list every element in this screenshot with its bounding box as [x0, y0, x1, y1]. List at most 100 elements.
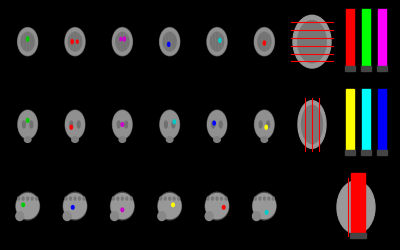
- Ellipse shape: [206, 194, 228, 219]
- Ellipse shape: [207, 28, 227, 56]
- Ellipse shape: [160, 197, 162, 200]
- Ellipse shape: [208, 111, 226, 139]
- Ellipse shape: [213, 122, 216, 126]
- Ellipse shape: [220, 197, 222, 200]
- Ellipse shape: [222, 206, 225, 209]
- Bar: [350, 233, 366, 238]
- Ellipse shape: [168, 43, 170, 47]
- Bar: [378, 10, 386, 70]
- Ellipse shape: [172, 203, 174, 207]
- Ellipse shape: [63, 212, 71, 220]
- Ellipse shape: [207, 111, 227, 139]
- Ellipse shape: [264, 197, 265, 200]
- Bar: [346, 10, 354, 70]
- Ellipse shape: [31, 197, 33, 200]
- Ellipse shape: [123, 38, 126, 42]
- Ellipse shape: [302, 106, 322, 144]
- Ellipse shape: [160, 28, 180, 56]
- Ellipse shape: [22, 203, 24, 207]
- Bar: [377, 67, 387, 71]
- Ellipse shape: [119, 137, 126, 143]
- Ellipse shape: [298, 22, 326, 64]
- Ellipse shape: [65, 28, 85, 56]
- Ellipse shape: [166, 137, 173, 143]
- Ellipse shape: [173, 197, 175, 200]
- Ellipse shape: [254, 197, 256, 200]
- Ellipse shape: [252, 212, 260, 220]
- Ellipse shape: [77, 122, 80, 128]
- Ellipse shape: [172, 122, 175, 128]
- Ellipse shape: [66, 111, 84, 139]
- Ellipse shape: [267, 122, 270, 128]
- Ellipse shape: [160, 111, 180, 139]
- Ellipse shape: [36, 197, 38, 200]
- Ellipse shape: [208, 29, 226, 56]
- Ellipse shape: [173, 120, 176, 124]
- Ellipse shape: [216, 197, 218, 200]
- Ellipse shape: [158, 212, 166, 220]
- Bar: [345, 150, 355, 155]
- Ellipse shape: [212, 197, 214, 200]
- Ellipse shape: [110, 192, 134, 220]
- Ellipse shape: [164, 122, 167, 128]
- Ellipse shape: [112, 197, 114, 200]
- Ellipse shape: [70, 122, 73, 128]
- Ellipse shape: [337, 181, 375, 234]
- Ellipse shape: [21, 33, 34, 52]
- Ellipse shape: [255, 111, 274, 139]
- Ellipse shape: [16, 194, 39, 219]
- Ellipse shape: [74, 197, 76, 200]
- Bar: [377, 150, 387, 155]
- Ellipse shape: [214, 137, 220, 143]
- Ellipse shape: [298, 101, 326, 149]
- Ellipse shape: [16, 212, 24, 220]
- Ellipse shape: [272, 197, 274, 200]
- Ellipse shape: [130, 197, 132, 200]
- Ellipse shape: [255, 29, 274, 56]
- Ellipse shape: [66, 29, 84, 56]
- Ellipse shape: [210, 33, 224, 52]
- Ellipse shape: [169, 197, 170, 200]
- Ellipse shape: [219, 39, 221, 43]
- Ellipse shape: [253, 194, 276, 219]
- Ellipse shape: [121, 123, 124, 127]
- Bar: [362, 90, 370, 154]
- Ellipse shape: [26, 119, 29, 123]
- Ellipse shape: [78, 197, 80, 200]
- Bar: [378, 90, 386, 154]
- Ellipse shape: [70, 197, 72, 200]
- Ellipse shape: [64, 194, 86, 219]
- Ellipse shape: [24, 137, 31, 143]
- Ellipse shape: [22, 197, 24, 200]
- Ellipse shape: [126, 197, 128, 200]
- Bar: [352, 174, 365, 236]
- Ellipse shape: [68, 33, 82, 52]
- Ellipse shape: [30, 122, 33, 128]
- Ellipse shape: [268, 197, 270, 200]
- Ellipse shape: [120, 38, 122, 42]
- Bar: [362, 10, 370, 70]
- Ellipse shape: [76, 41, 78, 44]
- Ellipse shape: [72, 206, 74, 209]
- Bar: [346, 90, 354, 154]
- Ellipse shape: [121, 208, 124, 212]
- Ellipse shape: [265, 211, 268, 214]
- Ellipse shape: [205, 212, 213, 220]
- Ellipse shape: [72, 137, 78, 143]
- Ellipse shape: [18, 111, 38, 139]
- Ellipse shape: [122, 197, 123, 200]
- Ellipse shape: [178, 197, 180, 200]
- Ellipse shape: [225, 197, 227, 200]
- Ellipse shape: [205, 192, 229, 220]
- Ellipse shape: [160, 111, 179, 139]
- Ellipse shape: [259, 122, 262, 128]
- Ellipse shape: [113, 29, 132, 56]
- Ellipse shape: [18, 29, 37, 56]
- Ellipse shape: [70, 126, 72, 130]
- Ellipse shape: [63, 192, 87, 220]
- Ellipse shape: [65, 111, 85, 139]
- Bar: [345, 67, 355, 71]
- Ellipse shape: [116, 33, 129, 52]
- Ellipse shape: [117, 197, 119, 200]
- Ellipse shape: [158, 192, 182, 220]
